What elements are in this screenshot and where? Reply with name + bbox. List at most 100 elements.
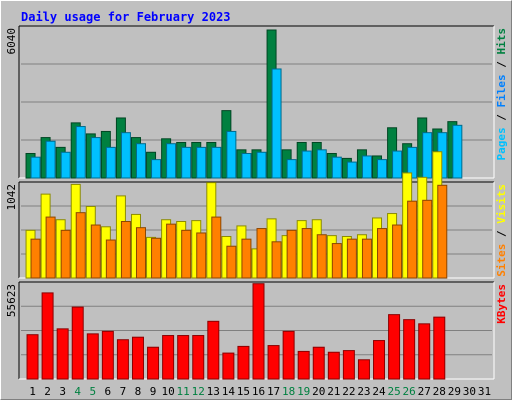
x-tick-label: 4 [74,385,81,398]
sites-bar [105,239,116,279]
kbytes-bar [433,316,446,380]
pages-bar [226,130,237,179]
sites-bar [271,241,282,279]
pages-bar [452,124,463,179]
sites-bar [196,232,207,279]
x-tick-label: 8 [135,385,142,398]
kbytes-bar [116,339,129,380]
pages-bar [286,159,297,179]
sites-bar [392,224,403,279]
legend-entry: / [495,108,508,128]
pages-bar [361,155,372,179]
kbytes-bar [267,345,280,380]
sites-bar [361,238,372,279]
kbytes-bar [207,320,220,380]
sites-bar [407,200,418,279]
sites-bar [135,227,146,279]
x-tick-label: 9 [150,385,157,398]
sites-bar [241,238,252,279]
x-tick-label: 24 [372,385,386,398]
sites-bar [75,212,86,279]
sites-bar [301,228,312,279]
kbytes-bar [86,333,99,380]
pages-bar [181,146,192,179]
x-tick-label: 18 [282,385,295,398]
sites-bar [30,238,41,279]
kbytes-bar [41,292,54,380]
x-tick-label: 3 [59,385,66,398]
pages-bar [316,149,327,179]
kbytes-bar [147,346,160,380]
kbytes-bar [237,345,250,380]
x-tick-label: 28 [433,385,446,398]
x-tick-label: 2 [44,385,51,398]
series-legend-label: Pages / Files / Hits [495,28,508,161]
pages-bar [346,161,357,179]
sites-bar [120,220,131,279]
sites-bar [256,228,267,279]
chart-title: Daily usage for February 2023 [21,10,231,24]
x-tick-label: 19 [297,385,310,398]
sites-bar [211,216,222,279]
sites-bar [437,184,448,279]
x-tick-label: 6 [105,385,112,398]
sites-bar [422,199,433,279]
legend-entry: / [495,224,508,244]
pages-bar [45,140,56,179]
kbytes-bar [373,340,386,380]
sites-bar [166,223,177,279]
pages-bar [166,143,177,179]
pages-bar [271,68,282,179]
pages-bar [90,137,101,179]
x-tick-label: 17 [267,385,280,398]
legend-entry: Hits [495,28,508,55]
x-tick-label: 26 [403,385,416,398]
sites-bar [45,216,56,279]
x-tick-label: 5 [89,385,96,398]
kbytes-bar [162,335,175,380]
pages-bar [241,152,252,179]
x-tick-label: 11 [177,385,190,398]
pages-bar [135,143,146,179]
kbytes-bar [327,351,340,380]
x-tick-label: 20 [312,385,325,398]
legend-entry: Files [495,74,508,107]
kbytes-bar [71,306,84,380]
kbytes-bar [297,350,310,380]
x-tick-label: 10 [161,385,174,398]
x-tick-label: 22 [342,385,355,398]
pages-bar [30,156,41,179]
x-tick-label: 1 [29,385,36,398]
pages-bar [105,146,116,179]
kbytes-bar [388,314,401,380]
x-tick-label: 23 [357,385,370,398]
kbytes-bar [222,352,235,380]
series-legend-label: KBytes [495,284,508,324]
x-tick-label: 27 [418,385,431,398]
kbytes-bar [357,359,370,380]
sites-bar [286,229,297,279]
sites-bar [226,245,237,279]
x-tick-label: 15 [237,385,250,398]
x-tick-label: 16 [252,385,265,398]
pages-bar [196,146,207,179]
legend-entry: Visits [495,184,508,224]
x-tick-label: 25 [387,385,400,398]
sites-bar [90,224,101,279]
legend-entry: KBytes [495,284,508,324]
kbytes-bar [342,350,355,380]
pages-bar [211,146,222,179]
legend-entry: / [495,55,508,75]
kbytes-bar [26,334,39,380]
legend-entry: Pages [495,127,508,160]
y-max-label: 55623 [5,284,18,317]
legend-entry: Sites [495,244,508,277]
kbytes-bar [312,346,325,380]
x-tick-label: 14 [222,385,236,398]
pages-bar [301,150,312,179]
x-tick-label: 7 [120,385,127,398]
series-legend-label: Sites / Visits [495,184,508,277]
sites-bar [346,238,357,279]
pages-bar [60,151,71,179]
